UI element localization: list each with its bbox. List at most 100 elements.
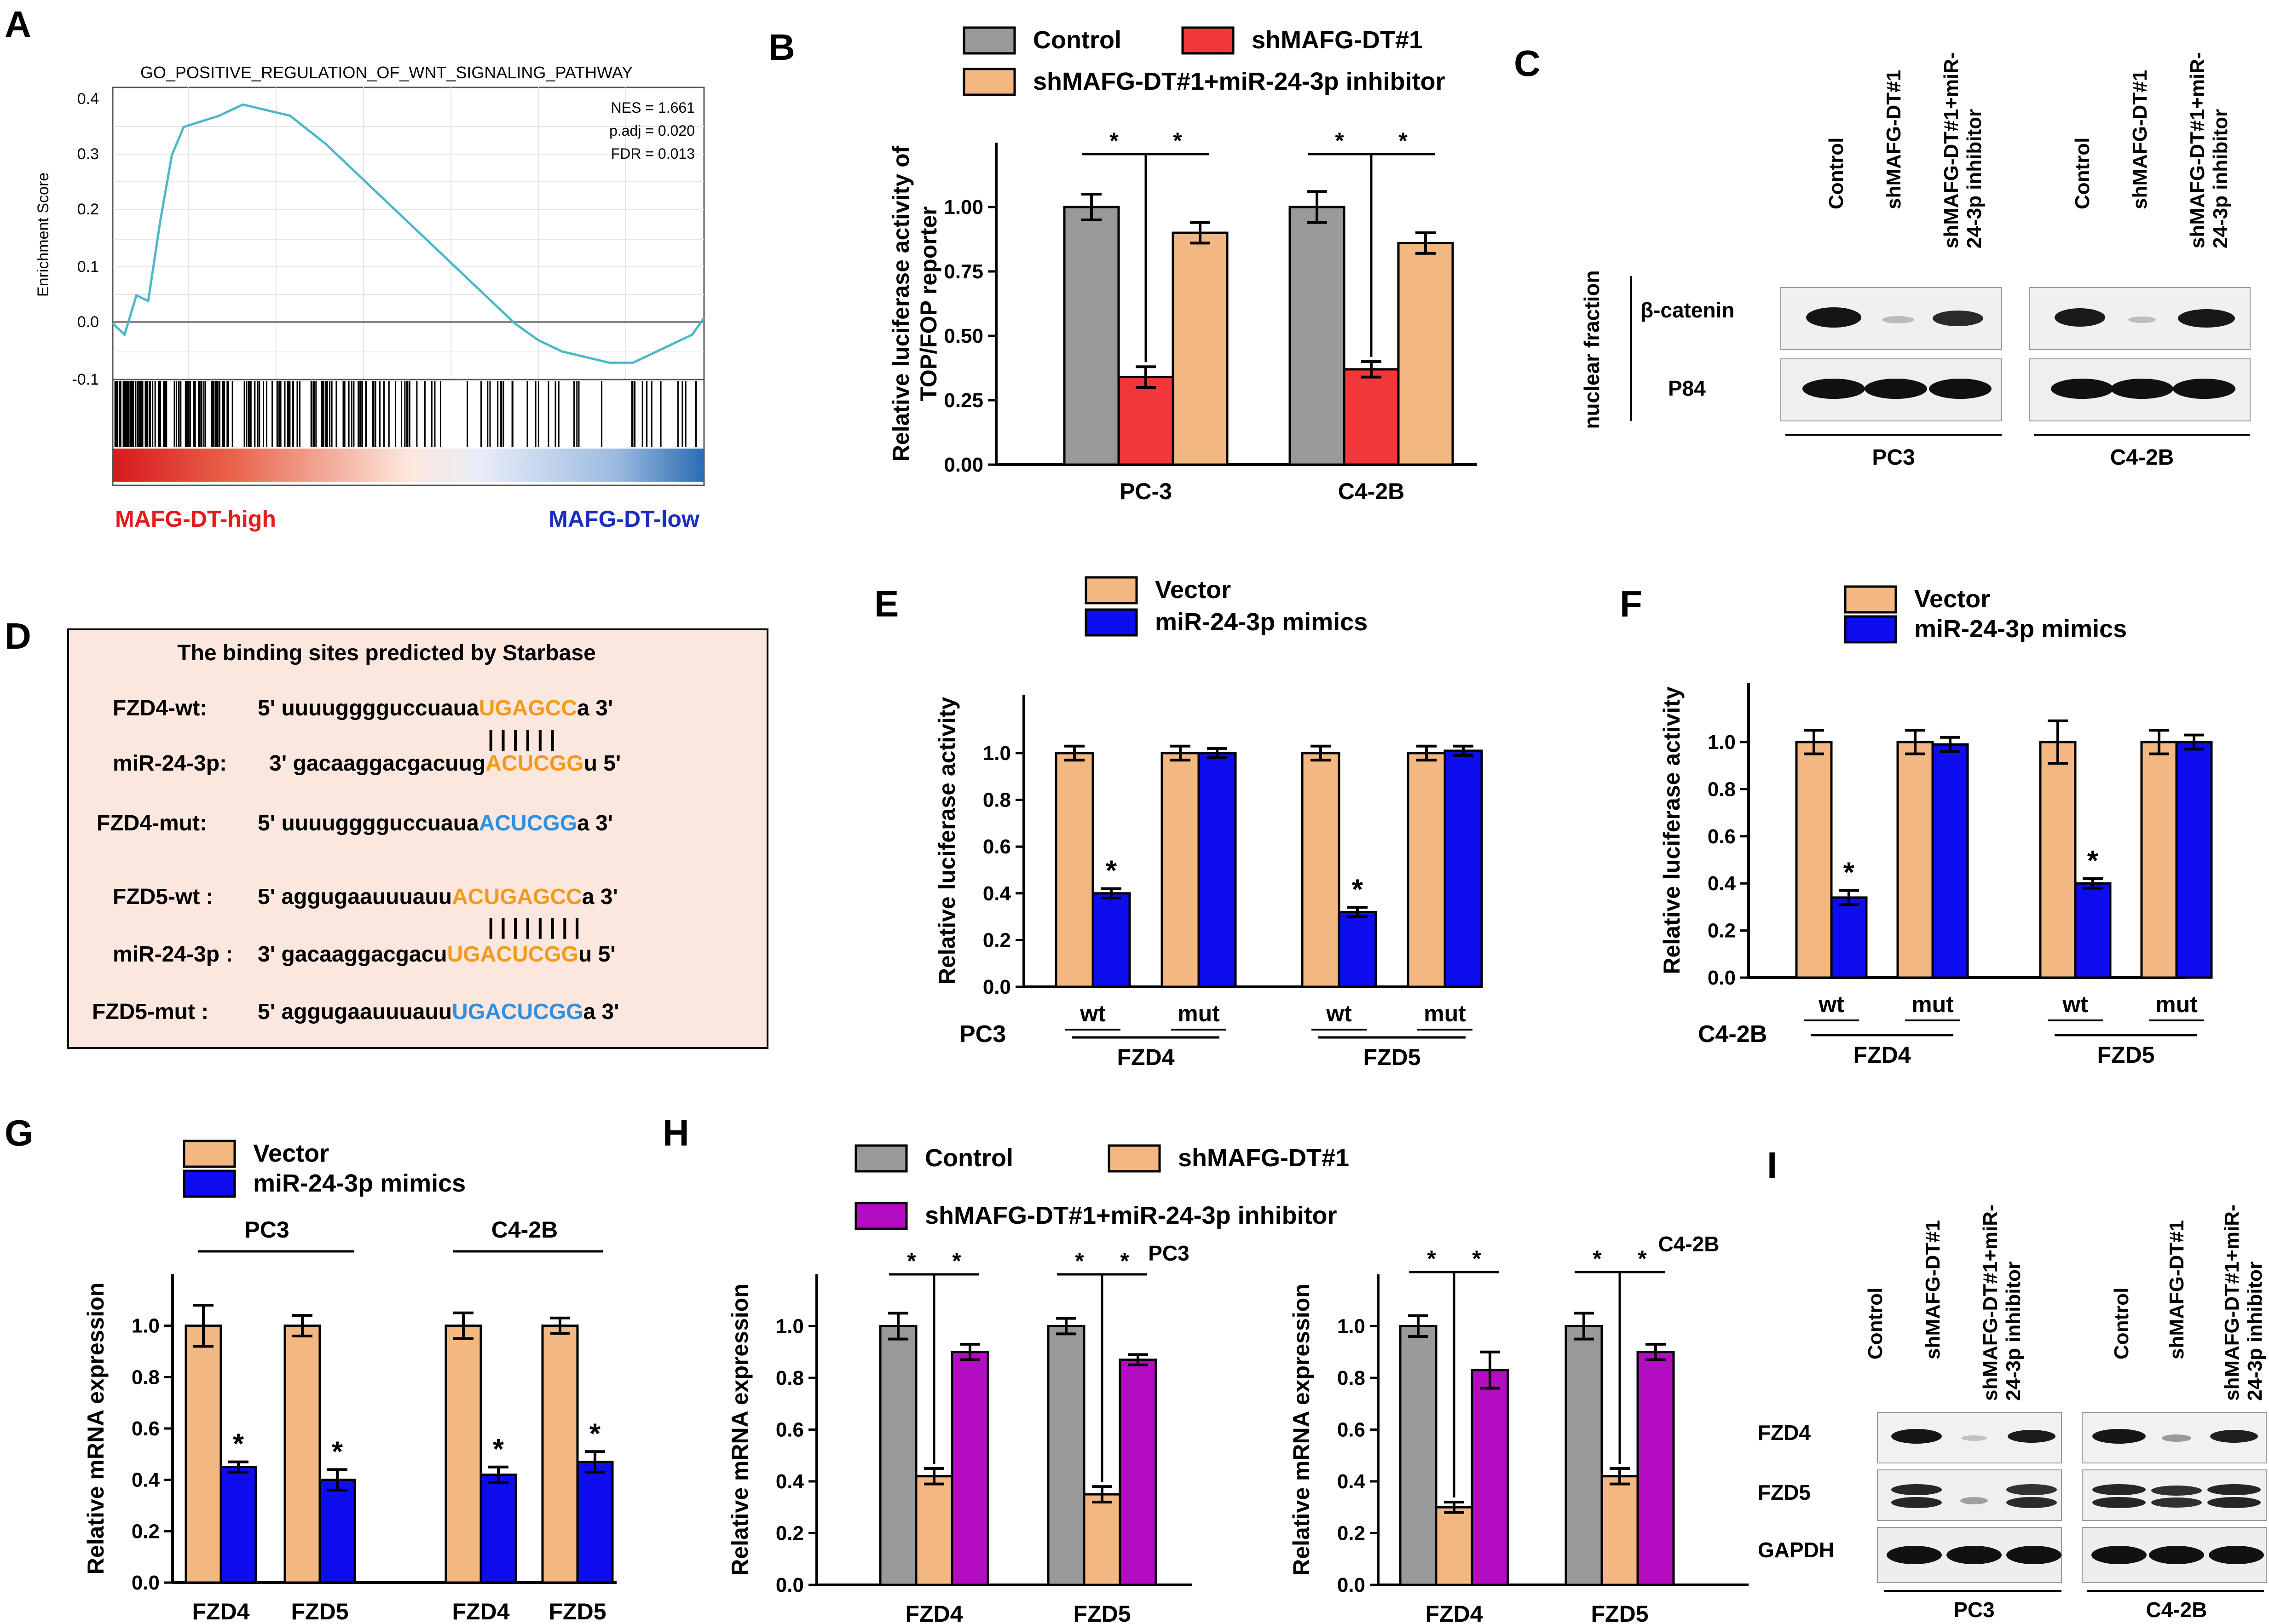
y-tick-label: 0.50 xyxy=(944,325,983,347)
bar xyxy=(2039,741,2077,979)
bar xyxy=(951,1351,989,1586)
blot-band xyxy=(1961,1435,1987,1441)
y-tick-label: 0.6 xyxy=(132,1417,160,1440)
group-label: C4-2B xyxy=(2110,445,2174,470)
bar xyxy=(1172,231,1229,466)
gsea-ytick: 0.2 xyxy=(77,201,99,218)
significance-star: * xyxy=(1427,1246,1436,1272)
blot-band xyxy=(2006,1546,2061,1564)
blot-band xyxy=(2051,379,2113,399)
lane-label-line1: shMAFG-DT#1+miR- xyxy=(1979,1204,2002,1401)
significance-star: * xyxy=(1843,857,1855,889)
blot-band xyxy=(1882,316,1914,323)
significance-star: * xyxy=(1335,128,1344,154)
blot-band xyxy=(1802,379,1865,399)
binding-row-sequence: 5' aggugaauuuauuUGACUCGGa 3' xyxy=(258,1000,619,1024)
legend-swatch xyxy=(854,1202,908,1230)
binding-row-label: miR-24-3p: xyxy=(113,751,227,776)
binding-row-sequence: 5' uuuugggguccuauaUGAGCCa 3' xyxy=(258,696,613,720)
significance-star: * xyxy=(907,1248,916,1274)
chart-title: PC3 xyxy=(1148,1241,1189,1265)
chart-title: C4-2B xyxy=(1658,1232,1720,1256)
protein-label: β-catenin xyxy=(1640,298,1734,322)
group-label: FZD5 xyxy=(2097,1042,2155,1068)
legend-swatch xyxy=(963,26,1016,55)
binding-row-sequence: 3' gacaaggacgacuUGACUCGGu 5' xyxy=(258,942,616,967)
category-label: FZD4 xyxy=(192,1599,250,1624)
y-axis-label: Relative mRNA expression xyxy=(727,1284,753,1576)
category-label: FZD5 xyxy=(1074,1601,1131,1624)
gsea-nes: NES = 1.661 xyxy=(611,99,695,116)
lane-label: Control xyxy=(1864,1288,1887,1359)
y-axis-label: Relative mRNA expression xyxy=(83,1283,109,1575)
category-label: wt xyxy=(1080,1001,1106,1026)
legend-label: shMAFG-DT#1+miR-24-3p inhibitor xyxy=(925,1202,1337,1229)
y-tick-label: 0.8 xyxy=(132,1366,160,1388)
legend-label: Vector xyxy=(253,1140,329,1167)
high-group-label: MAFG-DT-high xyxy=(115,506,276,532)
significance-star: * xyxy=(1398,128,1408,154)
gsea-fdr: FDR = 0.013 xyxy=(611,145,695,162)
seq-prefix: 3' gacaaggacgacuug xyxy=(269,751,485,776)
bar xyxy=(1565,1325,1603,1586)
category-label: mut xyxy=(1178,1001,1220,1026)
lane-label-line2: 24-3p inhibitor xyxy=(2244,1261,2266,1401)
y-tick-label: 0.2 xyxy=(1708,920,1736,942)
bar xyxy=(1301,752,1340,988)
blot-band xyxy=(2178,309,2235,328)
blot-band xyxy=(1887,1546,1942,1564)
seq-site: ACUGAGCC xyxy=(452,885,582,909)
y-axis-label: Relative mRNA expression xyxy=(1288,1284,1314,1576)
bar xyxy=(2140,741,2178,979)
category-label: wt xyxy=(1818,991,1844,1017)
bar xyxy=(1443,749,1483,988)
seq-suffix: a 3' xyxy=(577,696,613,720)
bar xyxy=(2175,741,2213,979)
blot-band xyxy=(2162,1434,2191,1442)
significance-star: * xyxy=(2087,845,2099,877)
binding-sites-box xyxy=(67,628,768,1049)
binding-row-sequence: 5' uuuugggguccuauaACUCGGa 3' xyxy=(258,811,613,835)
group-label: FZD4 xyxy=(1117,1044,1175,1070)
blot-band xyxy=(2111,379,2173,399)
seq-site: UGAGCC xyxy=(479,696,577,720)
legend-label: shMAFG-DT#1 xyxy=(1178,1144,1349,1172)
group-label: FZD4 xyxy=(1853,1042,1911,1068)
y-tick-label: 0.0 xyxy=(1337,1574,1365,1596)
group-label: PC3 xyxy=(244,1217,289,1243)
low-group-label: MAFG-DT-low xyxy=(548,506,699,532)
bar xyxy=(1343,368,1400,466)
lane-label-line1: shMAFG-DT#1+miR- xyxy=(2221,1204,2243,1401)
bar xyxy=(1119,1359,1157,1586)
lane-label: Control xyxy=(2110,1288,2133,1359)
chart-h-pc3: 0.0 0.2 0.4 0.6 0.8 1.0 Relative mRNA expressi… xyxy=(727,1144,1349,1624)
lane-label-line1: shMAFG-DT#1+miR- xyxy=(2186,52,2209,248)
legend-swatch xyxy=(1108,1144,1161,1173)
bar xyxy=(879,1325,918,1586)
seq-prefix: 3' gacaaggacgacu xyxy=(258,942,447,967)
y-tick-label: 1.00 xyxy=(944,196,983,219)
protein-label: GAPDH xyxy=(1758,1538,1834,1562)
seq-site: UGACUCGG xyxy=(452,1000,583,1024)
blot-strip xyxy=(1877,1469,2062,1521)
category-label: FZD5 xyxy=(549,1599,606,1624)
y-tick-label: 0.2 xyxy=(776,1522,804,1545)
panel-label-i: I xyxy=(1767,1145,1777,1186)
bar xyxy=(1055,752,1094,988)
blot-band xyxy=(2008,1430,2055,1443)
bar xyxy=(915,1475,953,1586)
panel-c: Control shMAFG-DT#1 shMAFG-DT#1+miR- 24-… xyxy=(1580,52,2251,470)
group-label: FZD5 xyxy=(1363,1044,1421,1070)
legend-swatch xyxy=(1844,585,1897,614)
bar xyxy=(541,1325,579,1584)
blot-band xyxy=(1891,1429,1942,1444)
significance-star: * xyxy=(1173,128,1182,154)
bar xyxy=(1160,752,1200,988)
lane-label-line2: 24-3p inhibitor xyxy=(1963,109,1986,248)
blot-band xyxy=(1933,311,1983,326)
gsea-y-ticks: 0.4 0.3 0.2 0.1 0.0 -0.1 xyxy=(72,90,99,388)
blot-band xyxy=(2092,1429,2146,1444)
category-label: C4-2B xyxy=(1338,478,1404,504)
y-tick-label: 0.0 xyxy=(776,1574,804,1596)
seq-prefix: 5' uuuugggguccuaua xyxy=(258,696,479,720)
